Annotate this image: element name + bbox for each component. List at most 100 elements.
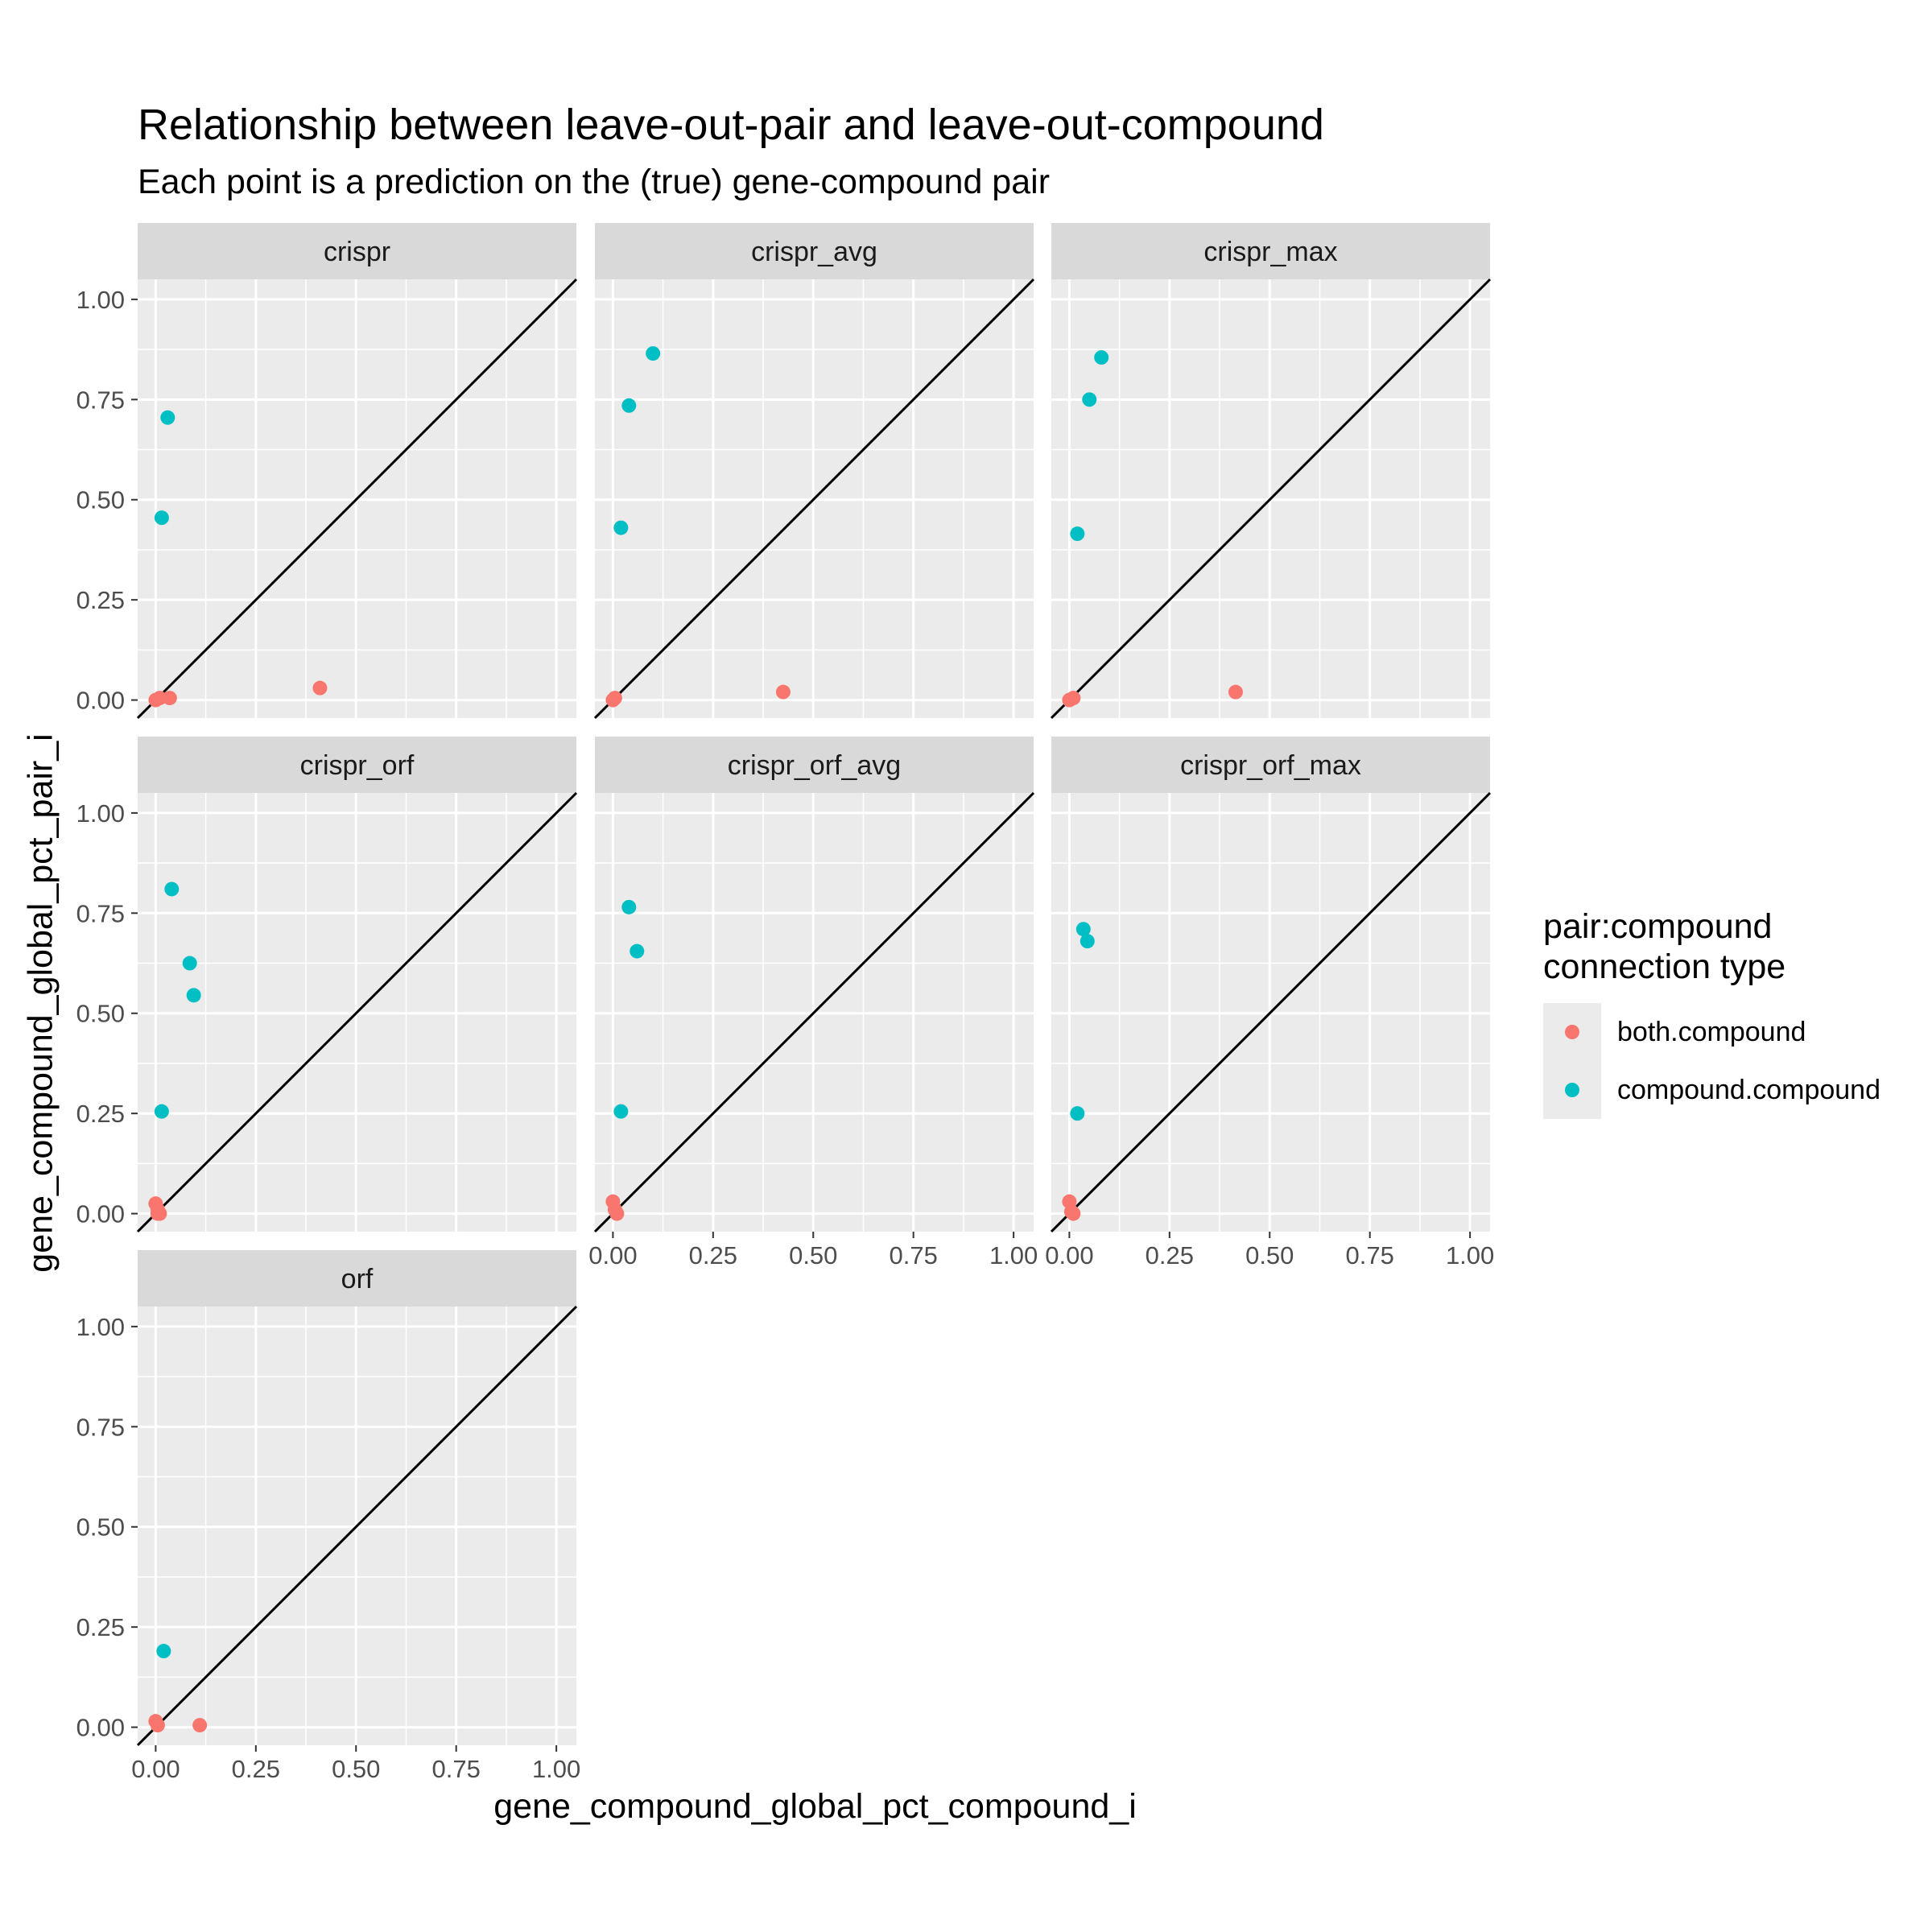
legend-swatch xyxy=(1565,1025,1579,1039)
chart-title: Relationship between leave-out-pair and … xyxy=(138,101,1324,149)
facet-strip xyxy=(138,223,576,279)
data-point xyxy=(1070,526,1085,542)
data-point xyxy=(154,1104,169,1119)
x-tick-label: 0.25 xyxy=(1146,1241,1194,1269)
legend-label: compound.compound xyxy=(1617,1074,1881,1105)
data-point xyxy=(613,1104,629,1119)
data-point xyxy=(160,410,175,425)
facet-strip xyxy=(595,737,1034,793)
y-tick-label: 0.75 xyxy=(76,1413,125,1441)
x-tick-label: 0.25 xyxy=(689,1241,737,1269)
x-tick-label: 0.00 xyxy=(1045,1241,1093,1269)
data-point xyxy=(162,691,177,706)
data-point xyxy=(630,943,645,959)
legend-title-line: connection type xyxy=(1543,947,1786,986)
facet-strip-label: orf xyxy=(341,1264,374,1294)
facet-strip-label: crispr xyxy=(324,237,390,267)
legend-label: both.compound xyxy=(1617,1016,1806,1047)
chart-subtitle: Each point is a prediction on the (true)… xyxy=(138,163,1051,201)
reference-line xyxy=(136,791,578,1233)
facet-strip xyxy=(138,1250,576,1307)
facet-strip-label: crispr_avg xyxy=(751,237,877,267)
data-point xyxy=(1066,1206,1081,1221)
legend-key xyxy=(1543,1061,1601,1119)
data-point xyxy=(150,1718,165,1733)
reference-line xyxy=(1050,791,1492,1233)
data-point xyxy=(1075,922,1091,937)
data-point xyxy=(607,691,622,706)
data-point xyxy=(775,684,791,700)
legend: pair:compound connection type both.compo… xyxy=(1543,906,1880,1119)
y-tick-label: 0.00 xyxy=(76,1200,125,1228)
data-point xyxy=(1228,684,1243,700)
legend-item-compound-compound: compound.compound xyxy=(1543,1061,1880,1119)
facet-strip-label: crispr_max xyxy=(1203,237,1337,267)
data-point xyxy=(186,988,201,1003)
reference-line xyxy=(593,791,1035,1233)
data-point xyxy=(154,510,169,526)
legend-key xyxy=(1543,1003,1601,1061)
x-axis-label: gene_compound_global_pct_compound_i xyxy=(493,1787,1137,1826)
data-point xyxy=(152,691,167,706)
facet-strip xyxy=(1051,737,1490,793)
x-tick-label: 1.00 xyxy=(1446,1241,1494,1269)
data-point xyxy=(312,680,328,696)
y-tick-label: 0.25 xyxy=(76,1100,125,1128)
data-point xyxy=(609,1206,625,1221)
x-tick-label: 0.25 xyxy=(232,1755,280,1783)
data-point xyxy=(192,1718,208,1733)
y-tick-label: 1.00 xyxy=(76,799,125,828)
y-tick-label: 0.00 xyxy=(76,687,125,715)
data-point xyxy=(613,520,629,535)
reference-line xyxy=(136,1305,578,1747)
data-point xyxy=(156,1644,171,1659)
reference-line xyxy=(136,278,578,720)
reference-line xyxy=(1050,278,1492,720)
y-tick-label: 0.25 xyxy=(76,1613,125,1641)
facet-strip-label: crispr_orf_max xyxy=(1180,750,1361,781)
data-point xyxy=(1094,350,1109,365)
x-tick-label: 0.75 xyxy=(1346,1241,1394,1269)
data-point xyxy=(621,899,637,914)
y-axis-label: gene_compound_global_pct_pair_i xyxy=(21,733,60,1273)
x-tick-label: 0.50 xyxy=(789,1241,837,1269)
x-tick-label: 0.75 xyxy=(432,1755,481,1783)
legend-swatch xyxy=(1565,1083,1579,1097)
legend-title: pair:compound connection type xyxy=(1543,906,1865,987)
x-tick-label: 0.50 xyxy=(332,1755,380,1783)
y-tick-label: 0.50 xyxy=(76,1000,125,1028)
facet-strip xyxy=(1051,223,1490,279)
x-tick-label: 0.00 xyxy=(588,1241,637,1269)
y-tick-label: 0.75 xyxy=(76,386,125,414)
reference-line xyxy=(593,278,1035,720)
data-point xyxy=(621,398,637,413)
data-point xyxy=(1070,1106,1085,1121)
facet-strip xyxy=(138,737,576,793)
facet-strip-label: crispr_orf xyxy=(300,750,415,781)
data-point xyxy=(1082,392,1097,407)
x-tick-label: 1.00 xyxy=(989,1241,1038,1269)
y-tick-label: 1.00 xyxy=(76,1313,125,1341)
legend-title-line: pair:compound xyxy=(1543,907,1773,946)
y-tick-label: 0.50 xyxy=(76,486,125,514)
x-tick-label: 1.00 xyxy=(532,1755,580,1783)
y-tick-label: 0.50 xyxy=(76,1513,125,1542)
x-tick-label: 0.00 xyxy=(131,1755,180,1783)
facet-strip-label: crispr_orf_avg xyxy=(728,750,901,781)
x-tick-label: 0.75 xyxy=(890,1241,938,1269)
y-tick-label: 1.00 xyxy=(76,286,125,314)
data-point xyxy=(182,956,197,971)
legend-keys: both.compound compound.compound xyxy=(1543,1003,1880,1119)
data-point xyxy=(152,1206,167,1221)
data-point xyxy=(646,346,661,361)
data-point xyxy=(1080,934,1095,949)
y-tick-label: 0.00 xyxy=(76,1714,125,1742)
data-point xyxy=(164,881,180,897)
x-tick-label: 0.50 xyxy=(1245,1241,1294,1269)
legend-item-both-compound: both.compound xyxy=(1543,1003,1880,1061)
y-tick-label: 0.75 xyxy=(76,899,125,927)
data-point xyxy=(1066,691,1081,706)
facet-strip xyxy=(595,223,1034,279)
